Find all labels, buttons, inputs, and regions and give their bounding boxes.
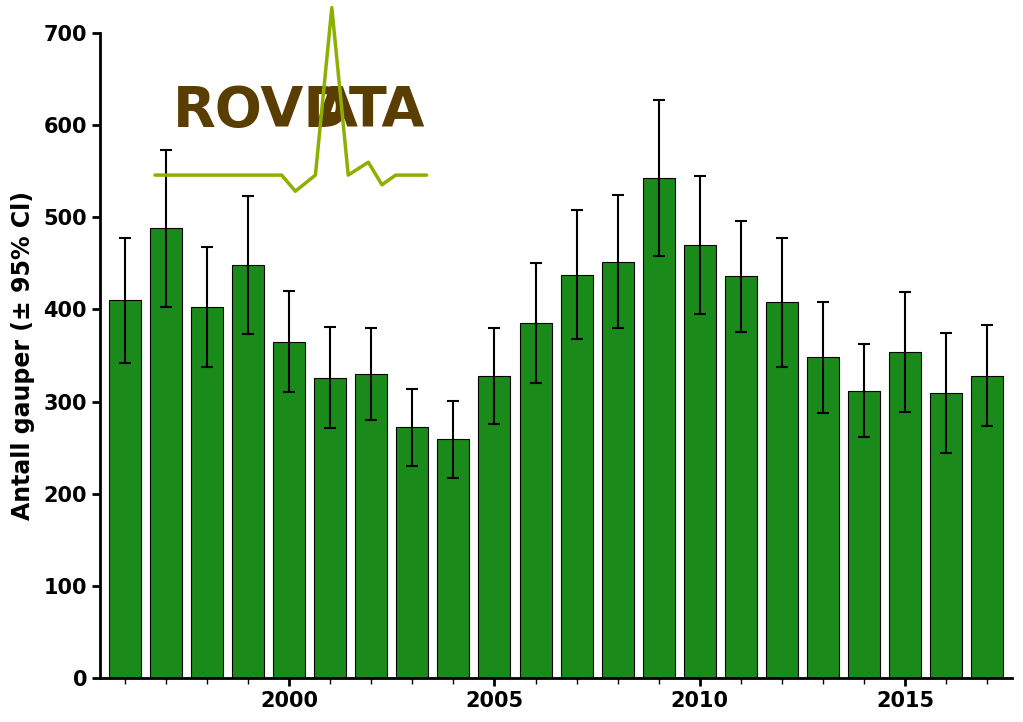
Bar [396,427,429,678]
Bar [191,307,223,678]
Bar [683,245,716,678]
Bar [273,342,305,678]
Text: A: A [314,84,357,138]
Bar [520,323,551,678]
Bar [807,357,839,678]
Bar [642,178,675,678]
Bar [848,391,880,678]
Bar [971,375,1004,678]
Bar [766,302,798,678]
Bar [561,274,592,678]
Bar [479,375,510,678]
Y-axis label: Antall gauper (± 95% Cl): Antall gauper (± 95% Cl) [11,191,35,520]
Bar [438,439,470,678]
Bar [232,265,264,678]
Bar [725,277,757,678]
Bar [150,228,182,678]
Bar [889,352,921,678]
Bar [602,261,633,678]
Text: TA: TA [349,84,426,138]
Bar [930,393,963,678]
Text: ROVD: ROVD [173,84,351,138]
Bar [314,378,346,678]
Bar [108,300,141,678]
Bar [355,374,388,678]
